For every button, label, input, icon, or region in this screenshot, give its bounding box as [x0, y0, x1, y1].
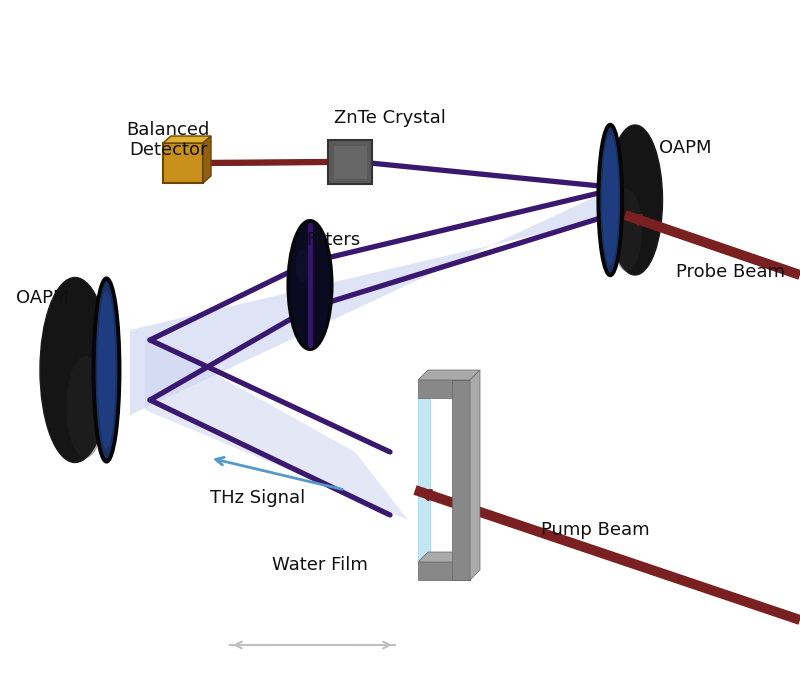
Text: Water Film: Water Film — [272, 556, 368, 574]
Polygon shape — [414, 485, 800, 625]
Ellipse shape — [66, 356, 105, 458]
Polygon shape — [418, 552, 480, 562]
Polygon shape — [130, 185, 620, 415]
Ellipse shape — [612, 189, 642, 271]
Polygon shape — [418, 562, 470, 580]
Text: Balanced
Detector: Balanced Detector — [126, 120, 210, 160]
Text: ZnTe Crystal: ZnTe Crystal — [334, 109, 446, 127]
Polygon shape — [163, 136, 211, 143]
Polygon shape — [418, 380, 470, 398]
Text: OAPM: OAPM — [658, 139, 711, 157]
Ellipse shape — [290, 223, 330, 347]
Ellipse shape — [296, 249, 310, 282]
Text: Filters: Filters — [306, 231, 360, 249]
FancyBboxPatch shape — [328, 140, 372, 184]
Polygon shape — [145, 335, 408, 520]
Ellipse shape — [98, 291, 115, 449]
Ellipse shape — [40, 277, 110, 462]
FancyBboxPatch shape — [334, 145, 366, 178]
Ellipse shape — [94, 280, 118, 460]
Text: OAPM: OAPM — [16, 289, 68, 307]
Ellipse shape — [599, 126, 622, 274]
Text: Pump Beam: Pump Beam — [541, 521, 650, 539]
Text: THz Signal: THz Signal — [210, 489, 306, 507]
Text: Probe Beam: Probe Beam — [675, 263, 785, 281]
Ellipse shape — [287, 220, 333, 350]
Ellipse shape — [602, 135, 618, 265]
Polygon shape — [203, 136, 211, 183]
Polygon shape — [418, 370, 480, 380]
Polygon shape — [452, 380, 470, 580]
FancyBboxPatch shape — [163, 143, 203, 183]
Polygon shape — [623, 211, 800, 280]
Polygon shape — [470, 370, 480, 580]
Ellipse shape — [607, 125, 662, 275]
Polygon shape — [418, 398, 430, 562]
